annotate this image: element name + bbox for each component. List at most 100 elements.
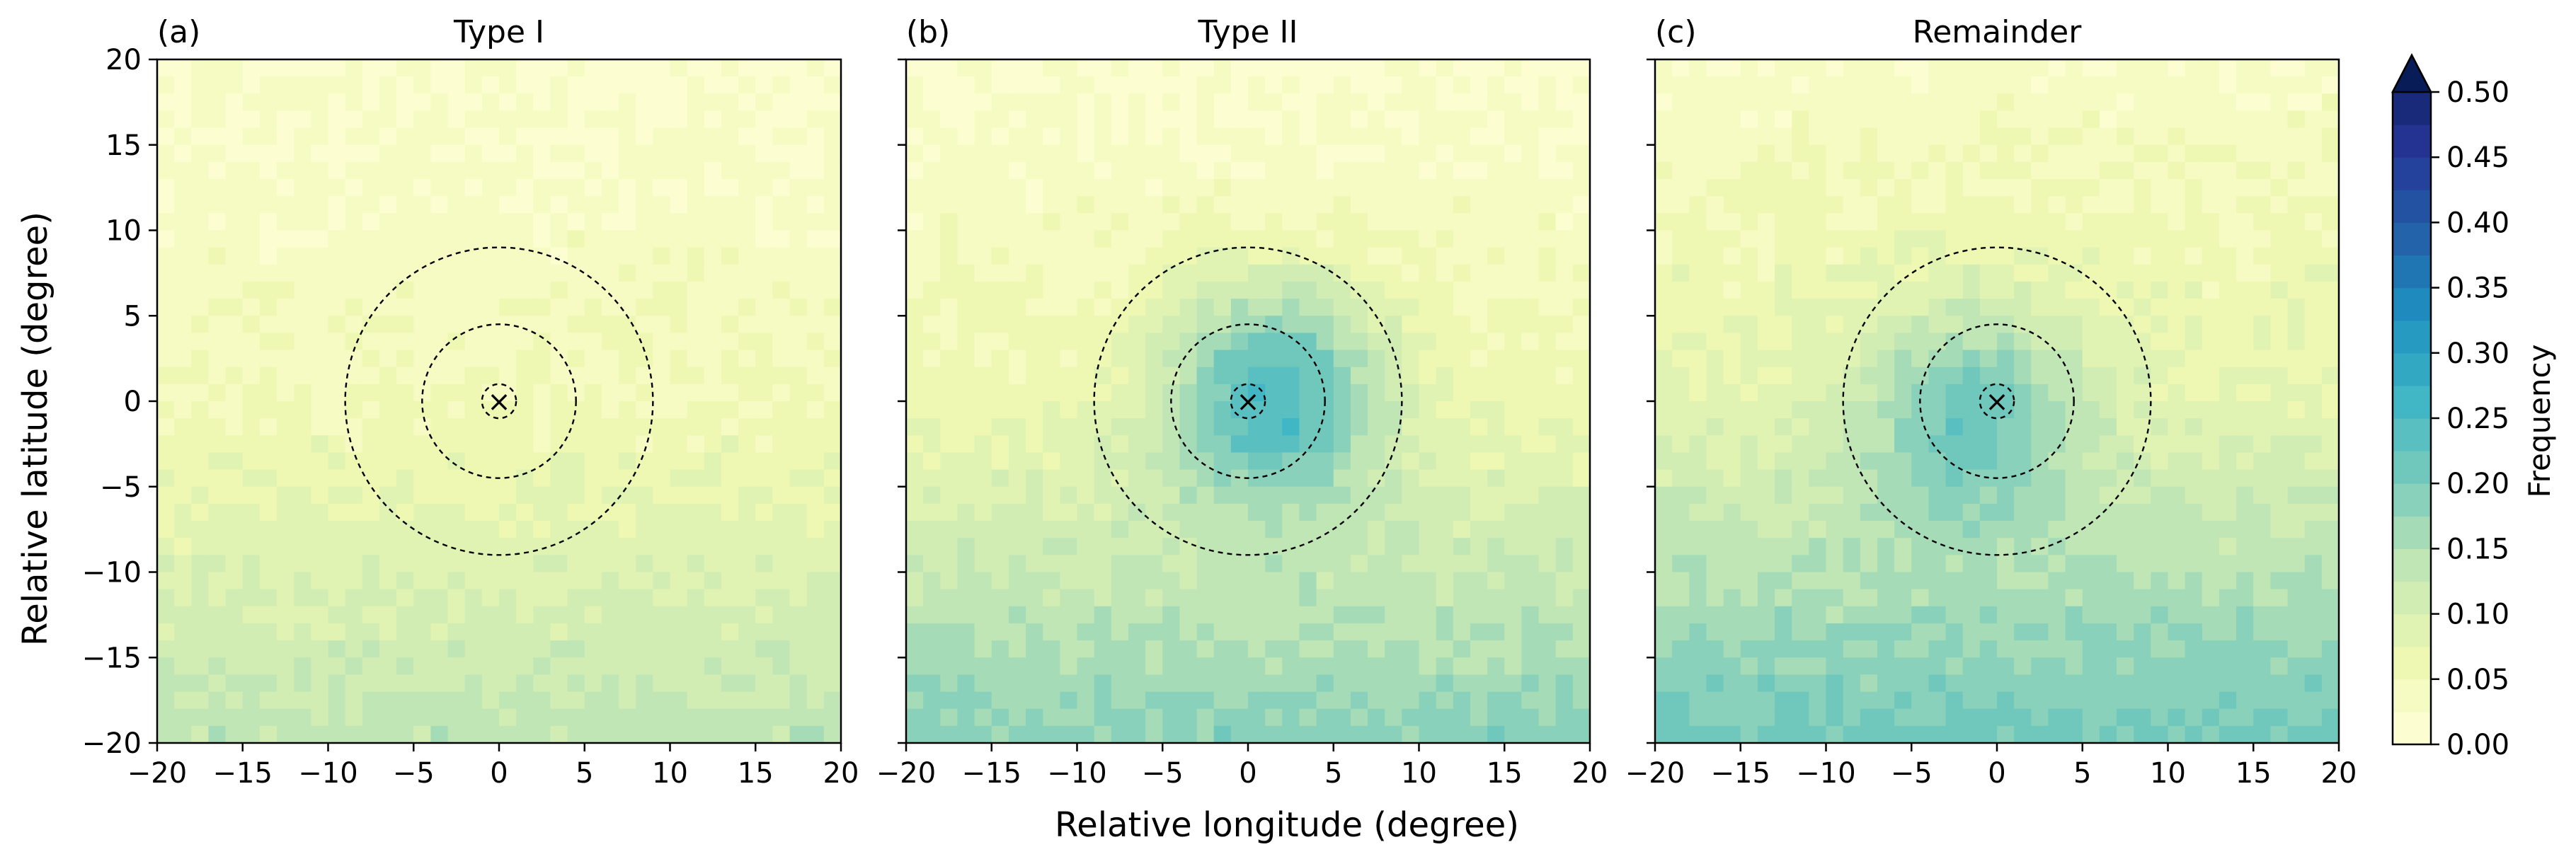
heat-cell bbox=[1008, 93, 1026, 112]
heat-cell bbox=[174, 401, 192, 419]
heat-cell bbox=[1487, 93, 1505, 112]
heat-cell bbox=[619, 674, 636, 693]
heat-cell bbox=[396, 384, 414, 402]
heat-cell bbox=[2253, 452, 2271, 471]
heat-cell bbox=[481, 503, 500, 521]
heat-cell bbox=[601, 316, 619, 333]
heat-cell bbox=[533, 264, 551, 282]
heat-cell bbox=[636, 333, 653, 351]
heat-cell bbox=[1111, 640, 1129, 658]
heat-cell bbox=[906, 144, 924, 163]
heat-cell bbox=[1928, 674, 1947, 693]
radius-ring bbox=[1230, 383, 1266, 420]
heat-cell bbox=[1521, 299, 1540, 316]
heat-cell bbox=[225, 401, 244, 419]
heat-cell bbox=[653, 640, 671, 658]
heat-cell bbox=[1860, 93, 1878, 112]
heat-cell bbox=[1299, 196, 1317, 214]
heat-cell bbox=[1555, 538, 1574, 555]
heat-cell bbox=[2236, 144, 2254, 163]
heat-cell bbox=[1504, 230, 1522, 248]
heat-cell bbox=[2202, 725, 2220, 744]
heat-cell bbox=[721, 350, 739, 368]
heat-cell bbox=[1555, 555, 1574, 573]
heat-cell bbox=[1316, 623, 1334, 641]
heat-cell bbox=[1077, 418, 1095, 436]
heat-cell bbox=[157, 503, 175, 521]
heat-cell bbox=[1504, 110, 1522, 129]
heat-cell bbox=[1979, 127, 1998, 146]
heat-cell bbox=[1504, 452, 1522, 471]
heat-cell bbox=[1060, 708, 1078, 727]
heat-cell bbox=[516, 606, 534, 624]
heat-cell bbox=[1230, 452, 1249, 471]
heat-cell bbox=[1316, 59, 1334, 77]
heat-cell bbox=[2168, 418, 2186, 436]
heat-cell bbox=[653, 469, 671, 488]
heat-cell bbox=[1997, 708, 2015, 727]
heat-cell bbox=[1945, 572, 1964, 590]
heat-cell bbox=[1894, 469, 1912, 488]
heat-cell bbox=[1230, 623, 1249, 641]
heat-cell bbox=[1316, 367, 1334, 385]
heat-cell bbox=[2321, 469, 2340, 488]
heat-cell bbox=[208, 572, 227, 590]
heat-cell bbox=[464, 640, 483, 658]
heat-cell bbox=[379, 486, 397, 505]
heat-cell bbox=[601, 281, 619, 299]
heat-cell bbox=[1945, 59, 1964, 77]
heat-cell bbox=[1402, 127, 1420, 146]
heat-cell bbox=[2099, 110, 2117, 129]
heat-cell bbox=[1470, 623, 1488, 641]
heat-cell bbox=[906, 316, 924, 333]
heat-cell bbox=[2014, 264, 2032, 282]
heat-cell bbox=[806, 708, 825, 727]
heat-cell bbox=[2048, 350, 2066, 368]
heat-cell bbox=[823, 469, 842, 488]
heat-cell bbox=[1213, 196, 1232, 214]
heat-cell bbox=[1928, 333, 1947, 351]
heat-cell bbox=[1350, 93, 1368, 112]
heat-cell bbox=[721, 708, 739, 727]
heat-cell bbox=[1689, 93, 1707, 112]
heat-cell bbox=[2014, 316, 2032, 333]
heat-cell bbox=[670, 350, 688, 368]
heat-cell bbox=[1655, 469, 1673, 488]
heat-cell bbox=[1538, 384, 1557, 402]
heat-cell bbox=[191, 640, 210, 658]
heat-cell bbox=[1060, 606, 1078, 624]
heat-cell bbox=[174, 589, 192, 607]
heat-cell bbox=[1572, 350, 1591, 368]
heat-cell bbox=[1757, 144, 1775, 163]
heat-cell bbox=[1843, 316, 1861, 333]
heat-cell bbox=[1487, 127, 1505, 146]
heat-cell bbox=[208, 59, 227, 77]
heat-cell bbox=[2065, 161, 2083, 180]
heat-cell bbox=[1655, 555, 1673, 573]
heat-cell bbox=[1655, 572, 1673, 590]
x-tick-label: 0 bbox=[490, 757, 508, 790]
heat-cell bbox=[1997, 657, 2015, 675]
heat-cell bbox=[1179, 640, 1198, 658]
heat-cell bbox=[2168, 708, 2186, 727]
heat-cell bbox=[1436, 657, 1454, 675]
heat-cell bbox=[619, 606, 636, 624]
heat-cell bbox=[704, 674, 722, 693]
heat-cell bbox=[1453, 316, 1471, 333]
heat-cell bbox=[2270, 384, 2289, 402]
heat-cell bbox=[1043, 435, 1060, 454]
heat-cell bbox=[755, 623, 773, 641]
heat-cell bbox=[1111, 144, 1129, 163]
heat-cell bbox=[789, 230, 808, 248]
heat-cell bbox=[1077, 691, 1095, 710]
heat-cell bbox=[619, 316, 636, 333]
heat-cell bbox=[772, 264, 791, 282]
heat-cell bbox=[242, 623, 261, 641]
heat-cell bbox=[1060, 316, 1078, 333]
heat-cell bbox=[1008, 708, 1026, 727]
heat-cell bbox=[1299, 606, 1317, 624]
heat-cell bbox=[294, 521, 311, 538]
heat-cell bbox=[738, 623, 756, 641]
heat-cell bbox=[2202, 179, 2220, 197]
heat-cell bbox=[1094, 299, 1112, 316]
